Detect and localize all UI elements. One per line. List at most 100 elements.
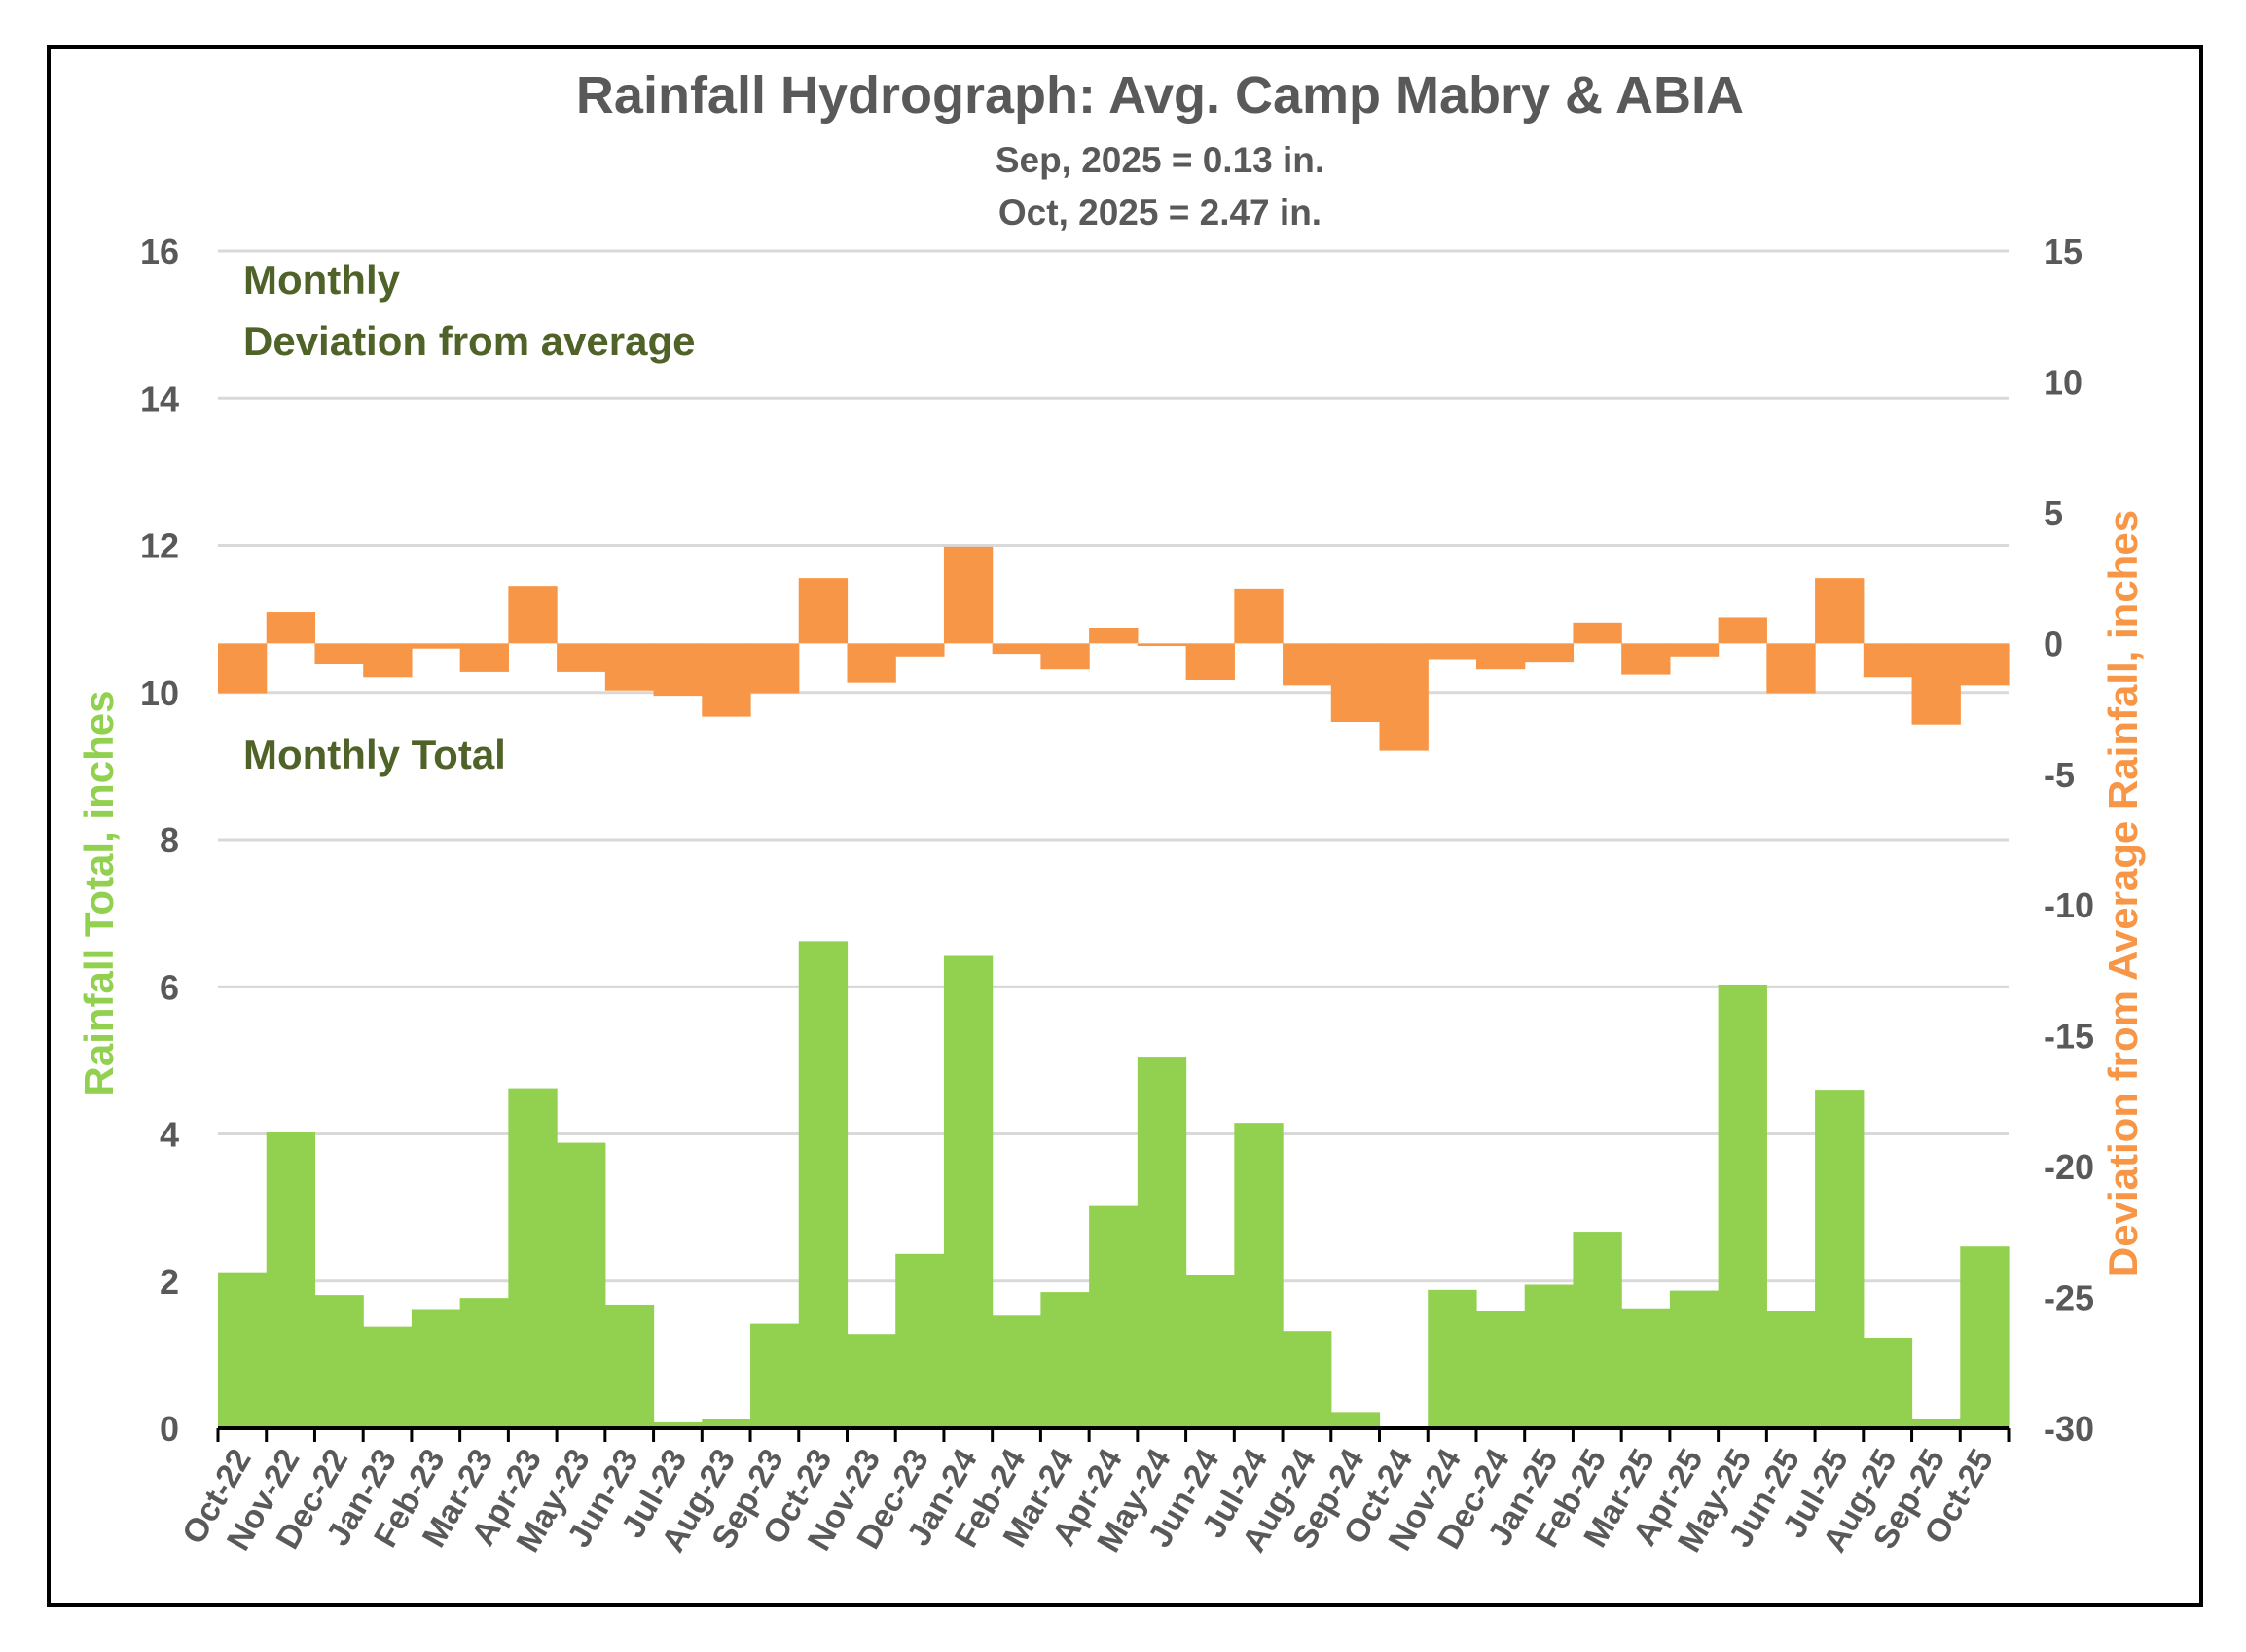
- y-left-tick-label: 16: [140, 232, 179, 271]
- deviation-bar: [1766, 643, 1816, 694]
- deviation-bar: [1379, 643, 1429, 751]
- chart-subtitle-line-1: Sep, 2025 = 0.13 in.: [996, 140, 1324, 180]
- total-bar: [1911, 1419, 1961, 1428]
- y-right-tick-label: 0: [2044, 624, 2063, 664]
- y-left-tick-label: 6: [160, 967, 179, 1007]
- deviation-bar: [992, 643, 1042, 655]
- total-bar: [702, 1419, 751, 1428]
- total-bar: [459, 1298, 509, 1428]
- deviation-bar: [1040, 643, 1090, 670]
- deviation-bar: [653, 643, 703, 697]
- total-bar: [1669, 1290, 1720, 1428]
- x-axis-tick-labels: Oct-22Nov-22Dec-22Jan-23Feb-23Mar-23Apr-…: [175, 1443, 2001, 1559]
- total-bar: [1428, 1289, 1477, 1428]
- deviation-bar: [750, 643, 800, 694]
- total-bar: [1815, 1090, 1865, 1428]
- y-left-tick-label: 2: [160, 1262, 179, 1302]
- deviation-bar: [1283, 643, 1332, 686]
- total-bar: [411, 1309, 461, 1428]
- deviation-bar: [459, 643, 509, 672]
- chart-title: Rainfall Hydrograph: Avg. Camp Mabry & A…: [576, 66, 1744, 125]
- y-axis-right-ticks: -30 -25 -20 -15 -10 -5 0 5 10 15: [2044, 232, 2094, 1449]
- y-right-tick-label: 5: [2044, 493, 2063, 533]
- deviation-bar: [1863, 643, 1913, 678]
- y-right-tick-label: -20: [2044, 1147, 2094, 1187]
- y-right-tick-label: -10: [2044, 885, 2094, 925]
- total-bar: [1234, 1123, 1284, 1428]
- y-right-tick-label: -15: [2044, 1017, 2094, 1057]
- total-bar: [1475, 1311, 1526, 1428]
- total-bar: [1766, 1311, 1816, 1428]
- chart-svg: Rainfall Hydrograph: Avg. Camp Mabry & A…: [76, 66, 2146, 1559]
- deviation-bar: [798, 578, 849, 644]
- deviation-bar: [895, 643, 945, 657]
- total-bar: [1330, 1412, 1381, 1428]
- total-bar: [557, 1142, 606, 1428]
- chart-subtitle-line-2: Oct, 2025 = 2.47 in.: [998, 193, 1322, 233]
- total-bar: [266, 1131, 316, 1428]
- deviation-bar: [847, 643, 896, 683]
- y-right-tick-label: -5: [2044, 755, 2075, 795]
- total-bar: [363, 1326, 413, 1428]
- deviation-bar: [1621, 643, 1671, 675]
- total-bar: [604, 1304, 655, 1428]
- deviation-bar: [1815, 578, 1865, 644]
- total-bar: [1718, 984, 1767, 1428]
- deviation-bar: [266, 612, 316, 644]
- y-axis-left-label: Rainfall Total, inches: [76, 691, 122, 1096]
- total-bar: [314, 1295, 364, 1428]
- deviation-bar: [557, 643, 606, 672]
- total-bars: [218, 941, 2010, 1428]
- annotation-monthly-total: Monthly Total: [243, 732, 506, 777]
- total-bar: [895, 1253, 945, 1428]
- total-bar: [992, 1315, 1042, 1428]
- deviation-bar: [1089, 628, 1139, 644]
- deviation-bar: [1330, 643, 1381, 722]
- deviation-bar: [508, 586, 558, 644]
- deviation-bar: [1573, 622, 1622, 644]
- total-bar: [1621, 1308, 1671, 1428]
- total-bar: [218, 1272, 268, 1428]
- y-right-tick-label: -30: [2044, 1409, 2094, 1449]
- total-bar: [1863, 1337, 1913, 1428]
- y-left-tick-label: 14: [140, 378, 179, 418]
- y-right-tick-label: 15: [2044, 232, 2083, 271]
- deviation-bar: [702, 643, 751, 717]
- total-bar: [1573, 1232, 1622, 1428]
- total-bar: [1040, 1292, 1090, 1428]
- deviation-bar: [943, 546, 994, 644]
- y-axis-right-label: Deviation from Average Rainfall, inches: [2100, 510, 2146, 1276]
- total-bar: [1960, 1246, 2010, 1428]
- total-bar: [943, 955, 994, 1428]
- deviation-bars: [218, 546, 2010, 751]
- y-left-tick-label: 4: [160, 1115, 179, 1155]
- deviation-bar: [1428, 643, 1477, 660]
- total-bar: [750, 1323, 800, 1428]
- total-bar: [1283, 1331, 1332, 1428]
- deviation-bar: [604, 643, 655, 691]
- y-left-tick-label: 12: [140, 526, 179, 566]
- y-left-tick-label: 0: [160, 1409, 179, 1449]
- total-bar: [1089, 1205, 1139, 1428]
- chart-frame: Rainfall Hydrograph: Avg. Camp Mabry & A…: [47, 45, 2203, 1607]
- deviation-bar: [1960, 643, 2010, 686]
- deviation-bar: [1234, 588, 1284, 644]
- deviation-bar: [218, 643, 268, 694]
- y-right-tick-label: -25: [2044, 1278, 2094, 1318]
- deviation-bar: [411, 643, 461, 649]
- deviation-bar: [1718, 617, 1767, 644]
- y-right-tick-label: 10: [2044, 362, 2083, 402]
- total-bar: [1137, 1057, 1187, 1428]
- deviation-bar: [363, 643, 413, 678]
- total-bar: [798, 941, 849, 1428]
- y-axis-left-ticks: 0 2 4 6 8 10 12 14 16: [140, 232, 179, 1449]
- y-left-tick-label: 10: [140, 673, 179, 713]
- deviation-bar: [1475, 643, 1526, 670]
- total-bar: [1524, 1284, 1575, 1428]
- total-bar: [653, 1421, 703, 1428]
- deviation-bar: [1669, 643, 1720, 657]
- total-bar: [508, 1088, 558, 1428]
- x-axis: [216, 1426, 2011, 1442]
- total-bar: [847, 1334, 896, 1428]
- deviation-bar: [1524, 643, 1575, 663]
